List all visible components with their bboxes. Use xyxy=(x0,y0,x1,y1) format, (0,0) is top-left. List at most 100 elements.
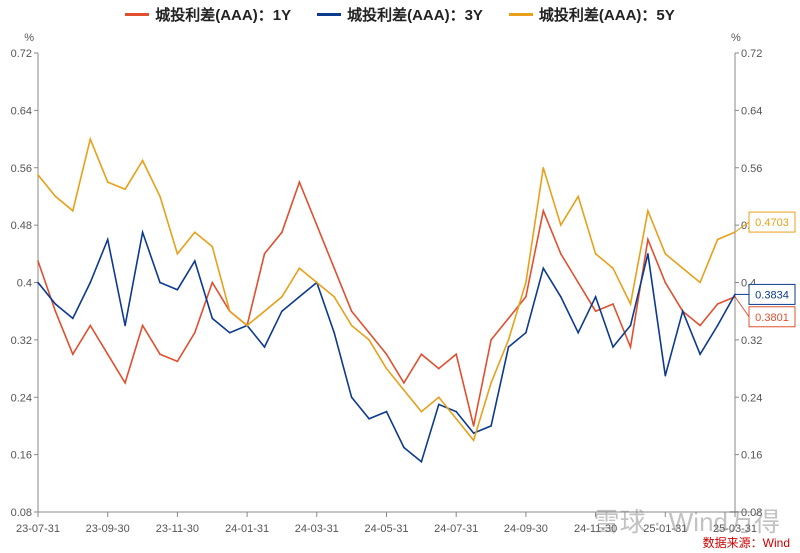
data-point xyxy=(37,174,39,176)
data-point xyxy=(490,382,492,384)
data-point xyxy=(194,231,196,234)
data-point xyxy=(490,425,492,427)
data-point xyxy=(211,317,214,320)
data-point xyxy=(54,303,57,305)
data-point xyxy=(472,432,475,434)
y-tick-label: 0.08 xyxy=(11,507,32,519)
data-point xyxy=(368,331,370,334)
y-tick-label: 0.56 xyxy=(11,163,32,175)
data-point xyxy=(542,166,545,169)
data-point xyxy=(716,238,719,241)
data-point xyxy=(228,331,231,334)
data-point xyxy=(350,310,353,312)
data-point xyxy=(141,159,144,162)
data-point xyxy=(124,188,126,191)
end-label-box xyxy=(748,283,796,305)
data-point xyxy=(228,310,231,312)
legend-item-5y[interactable]: 城投利差(AAA)：5Y xyxy=(508,4,675,25)
data-point xyxy=(699,353,701,356)
data-point xyxy=(716,324,719,327)
y-tick-label: 0.72 xyxy=(11,48,32,60)
y-tick-label: 0.64 xyxy=(11,105,32,117)
data-point xyxy=(507,346,510,348)
x-tick-label: 23-11-30 xyxy=(156,523,199,535)
y-tick-label: 0.24 xyxy=(11,392,32,404)
x-tick-label: 24-03-31 xyxy=(295,523,339,535)
data-point xyxy=(72,209,74,212)
y-tick-label-right: 0.32 xyxy=(741,335,762,347)
data-point xyxy=(437,403,440,406)
data-point xyxy=(211,281,214,284)
x-tick-label: 23-09-30 xyxy=(86,523,130,535)
data-point xyxy=(106,181,109,183)
left-unit: % xyxy=(24,32,34,44)
data-point xyxy=(246,324,248,327)
data-point xyxy=(281,310,283,312)
data-point xyxy=(124,324,126,327)
data-point xyxy=(525,296,527,298)
legend: 城投利差(AAA)：1Y 城投利差(AAA)：3Y 城投利差(AAA)：5Y xyxy=(0,4,800,25)
data-point xyxy=(350,324,353,327)
data-point xyxy=(194,260,196,262)
data-point xyxy=(612,303,614,305)
data-point xyxy=(385,410,388,413)
data-point xyxy=(559,296,562,298)
data-point xyxy=(664,374,667,377)
data-point xyxy=(298,296,301,298)
data-point xyxy=(54,310,57,312)
data-point xyxy=(281,296,283,298)
end-label: 0.3834 xyxy=(755,289,789,301)
data-point xyxy=(664,253,667,255)
data-point xyxy=(647,238,649,241)
data-point xyxy=(577,331,579,334)
end-label-leader xyxy=(734,296,750,318)
legend-item-1y[interactable]: 城投利差(AAA)：1Y xyxy=(125,4,291,25)
data-point xyxy=(316,281,318,284)
data-point xyxy=(559,253,562,255)
data-point xyxy=(368,339,370,341)
data-point xyxy=(37,281,39,284)
data-point xyxy=(281,231,283,234)
data-point xyxy=(263,310,266,312)
data-point xyxy=(124,382,126,384)
x-tick-label: 25-03-31 xyxy=(713,523,757,535)
y-tick-label-right: 0.16 xyxy=(741,450,762,462)
data-point xyxy=(647,209,649,212)
data-point xyxy=(716,303,719,305)
data-point xyxy=(612,267,614,269)
x-tick-label: 24-09-30 xyxy=(504,523,548,535)
data-point xyxy=(577,281,579,284)
data-point xyxy=(89,281,92,284)
y-tick-label-right: 0.08 xyxy=(741,507,762,519)
series-line-3 xyxy=(37,136,736,442)
data-point xyxy=(437,396,440,399)
data-point xyxy=(507,317,510,320)
legend-item-3y[interactable]: 城投利差(AAA)：3Y xyxy=(317,4,483,25)
data-point xyxy=(385,367,388,370)
data-point xyxy=(316,224,318,226)
data-point xyxy=(629,303,632,305)
data-point xyxy=(525,281,527,284)
data-point xyxy=(577,195,579,198)
data-point xyxy=(159,195,161,198)
x-tick-label: 24-05-31 xyxy=(364,523,408,535)
data-point xyxy=(89,138,92,140)
data-point xyxy=(263,253,266,255)
data-point xyxy=(368,417,370,420)
watermark: 雪球 · Wind万得 xyxy=(593,507,780,537)
data-point xyxy=(455,417,458,420)
y-tick-label-right: 0.24 xyxy=(741,392,762,404)
source-note: 数据来源：Wind xyxy=(702,536,790,550)
legend-swatch xyxy=(508,13,533,16)
legend-label: 城投利差(AAA)：3Y xyxy=(347,7,483,24)
data-point xyxy=(403,382,405,384)
y-tick-label: 0.16 xyxy=(11,450,32,462)
x-tick-label: 25-01-31 xyxy=(643,523,687,535)
end-label: 0.4703 xyxy=(755,217,789,229)
x-tick-label: 24-11-30 xyxy=(574,523,617,535)
data-point xyxy=(89,324,92,327)
data-point xyxy=(420,410,423,413)
y-tick-label-right: 0.72 xyxy=(741,48,762,60)
